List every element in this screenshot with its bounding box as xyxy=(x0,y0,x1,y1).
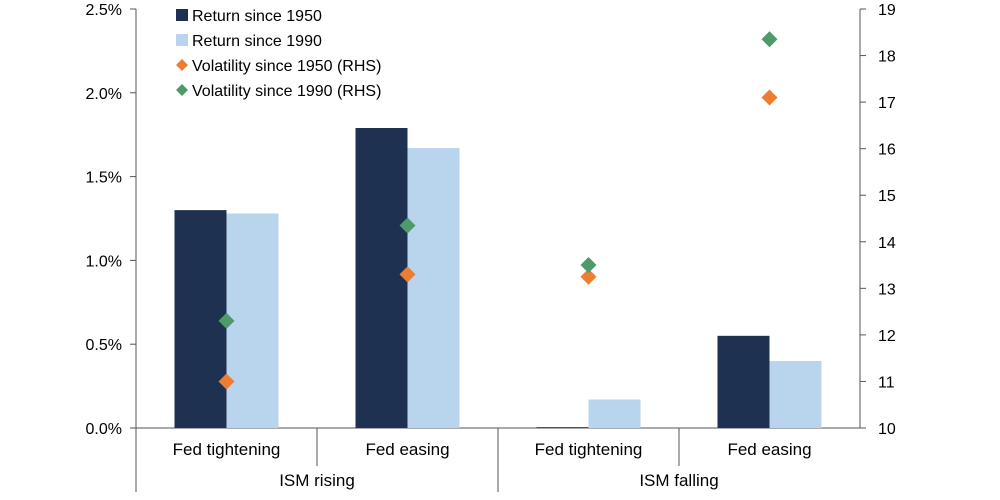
legend-label: Return since 1990 xyxy=(192,33,322,50)
bar-return-1950 xyxy=(174,210,227,428)
group-label: ISM rising xyxy=(279,471,355,490)
right-axis-tick-label: 18 xyxy=(878,49,896,66)
marker-volatility-1990 xyxy=(761,31,778,48)
legend-swatch xyxy=(176,84,188,96)
bars-layer xyxy=(174,127,822,428)
marker-volatility-1990 xyxy=(580,257,597,274)
group-label: ISM falling xyxy=(639,471,718,490)
right-axis-tick-label: 14 xyxy=(878,235,896,252)
bar-return-1990 xyxy=(407,148,460,428)
category-label: Fed easing xyxy=(727,440,811,459)
category-label: Fed tightening xyxy=(535,440,643,459)
legend-swatch xyxy=(176,59,188,71)
marker-volatility-1950 xyxy=(399,266,416,283)
right-axis-tick-label: 11 xyxy=(878,374,895,391)
legend-swatch xyxy=(176,34,188,46)
bar-return-1990 xyxy=(588,399,641,428)
legend-label: Return since 1950 xyxy=(192,8,322,25)
right-axis-tick-label: 12 xyxy=(878,328,896,345)
bar-return-1990 xyxy=(226,213,279,428)
left-axis-tick-label: 1.0% xyxy=(86,253,122,270)
bar-return-1950 xyxy=(355,127,408,428)
legend-swatch xyxy=(176,9,188,21)
marker-volatility-1990 xyxy=(399,217,416,234)
right-axis-tick-label: 13 xyxy=(878,281,896,298)
marker-volatility-1990 xyxy=(218,312,235,329)
category-label: Fed tightening xyxy=(173,440,281,459)
left-axis-tick-label: 1.5% xyxy=(86,170,122,187)
axes-layer: 0.0% 0.5% 1.0% 1.5% 2.0% 2.5% 10 11 12 13 14 15 16 17… xyxy=(86,2,896,492)
left-axis-tick-label: 0.0% xyxy=(86,421,122,438)
left-axis-tick-label: 0.5% xyxy=(86,337,122,354)
marker-volatility-1950 xyxy=(761,89,778,106)
chart-legend: Return since 1950 Return since 1990 Volati… xyxy=(176,8,381,100)
markers-layer xyxy=(218,31,778,390)
bar-return-1950 xyxy=(717,335,770,428)
category-label: Fed easing xyxy=(365,440,449,459)
marker-volatility-1950 xyxy=(580,268,597,285)
right-axis-tick-label: 16 xyxy=(878,142,896,159)
left-axis-tick-label: 2.0% xyxy=(86,86,122,103)
marker-volatility-1950 xyxy=(218,373,235,390)
right-axis-tick-label: 10 xyxy=(878,421,896,438)
right-axis-tick-label: 17 xyxy=(878,95,896,112)
bar-return-1990 xyxy=(769,360,822,428)
bar-return-1950 xyxy=(536,427,589,428)
right-axis-tick-label: 15 xyxy=(878,188,896,205)
left-axis-tick-label: 2.5% xyxy=(86,2,122,19)
legend-label: Volatility since 1990 (RHS) xyxy=(192,83,381,100)
legend-label: Volatility since 1950 (RHS) xyxy=(192,58,381,75)
right-axis-tick-label: 19 xyxy=(878,2,896,19)
